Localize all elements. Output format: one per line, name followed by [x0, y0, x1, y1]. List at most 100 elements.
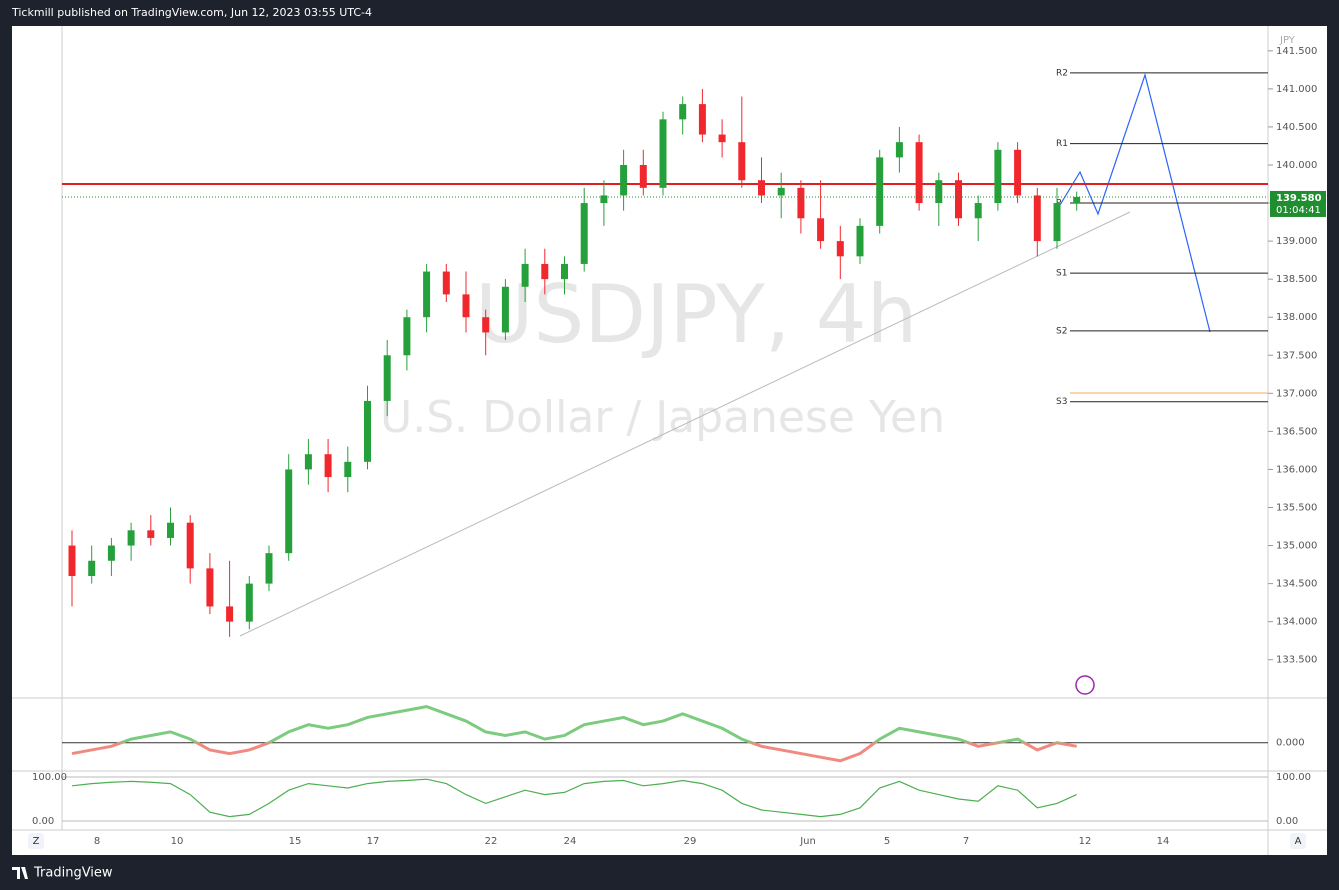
y-tick-label: 0.00	[1276, 816, 1298, 827]
candle-body	[265, 553, 273, 584]
alert-icon[interactable]	[1075, 675, 1095, 695]
projection	[1059, 72, 1211, 333]
x-tick-label: 15	[289, 836, 302, 847]
x-tick-label: 8	[94, 836, 100, 847]
candle-body	[718, 134, 726, 143]
watermark: USDJPY, 4h	[475, 268, 917, 361]
candle-body	[68, 545, 76, 576]
candle-body	[620, 164, 628, 196]
y-tick-label: 141.500	[1276, 46, 1317, 57]
logo-icon	[12, 867, 28, 879]
candle-body	[127, 530, 135, 546]
x-tick-label: 22	[485, 836, 498, 847]
button-label[interactable]: Z	[33, 836, 40, 847]
candle-body	[817, 218, 825, 242]
candle-body	[344, 461, 352, 478]
candle-body	[580, 203, 588, 264]
y-tick-label: 136.000	[1276, 464, 1317, 475]
candle-body	[639, 164, 647, 188]
candle-body	[777, 187, 785, 196]
y-tick-label: 138.000	[1276, 312, 1317, 323]
candle-body	[423, 271, 431, 318]
candle-body	[462, 294, 470, 318]
trendline	[239, 211, 1131, 637]
candle-body	[994, 149, 1002, 204]
y-tick-label: 136.500	[1276, 426, 1317, 437]
candle-body	[600, 195, 608, 204]
y-tick-label: 0.000	[1276, 738, 1305, 749]
candle-body	[1053, 203, 1061, 242]
footer-logo: TradingView	[33, 866, 113, 881]
price-tag-label: 139.580	[1276, 193, 1322, 204]
x-tick-label: 14	[1157, 836, 1170, 847]
y-tick-label: 137.000	[1276, 388, 1317, 399]
button[interactable]	[1290, 833, 1306, 849]
candle-body	[206, 568, 214, 607]
candle-body	[935, 180, 943, 204]
candle-body	[403, 317, 411, 356]
pivot-label: R2	[1056, 68, 1068, 78]
candle-body	[364, 400, 371, 462]
pivot-label: S1	[1056, 269, 1067, 279]
candle-body	[797, 187, 805, 219]
y-tick-label: 140.500	[1276, 122, 1317, 133]
candle-body	[304, 454, 312, 470]
y-tick-label-left: 100.00	[32, 772, 67, 783]
candle-body	[955, 180, 962, 219]
x-tick-label: 12	[1079, 836, 1092, 847]
price-tag	[1270, 190, 1326, 217]
watermark-subtitle: U.S. Dollar / Japanese Yen	[380, 392, 945, 443]
y-tick-label: 133.500	[1276, 655, 1317, 666]
x-tick-label: 24	[564, 836, 577, 847]
y-tick-label-left: 0.00	[32, 816, 54, 827]
button-label[interactable]: A	[1295, 836, 1302, 847]
chart-area	[12, 26, 1327, 855]
candle-body	[88, 560, 96, 576]
candle-body	[1014, 149, 1022, 196]
x-tick-label: 5	[884, 836, 890, 847]
y-tick-label: 135.000	[1276, 541, 1317, 552]
candle-body	[501, 286, 509, 333]
candle-body	[758, 180, 765, 196]
candle-body	[836, 241, 844, 257]
y-tick-label: 137.500	[1276, 350, 1317, 361]
candle-body	[186, 522, 194, 569]
candle-body	[876, 157, 884, 226]
y-tick-label: 140.000	[1276, 160, 1317, 171]
candle-body	[895, 142, 903, 158]
candle-body	[521, 263, 529, 287]
y-tick-label: 100.00	[1276, 772, 1311, 783]
button[interactable]	[28, 833, 44, 849]
candle-body	[482, 317, 490, 333]
candle-body	[285, 469, 293, 554]
candle-body	[107, 545, 115, 561]
y-tick-label: 134.500	[1276, 579, 1317, 590]
oscillator-line	[71, 705, 1077, 763]
candle-body	[698, 104, 706, 135]
y-tick-label: 141.000	[1276, 84, 1317, 95]
y-tick-label: 139.000	[1276, 236, 1317, 247]
y-tick-label: 134.000	[1276, 617, 1317, 628]
pivot-label: S3	[1056, 397, 1067, 407]
x-tick-label: 29	[684, 836, 697, 847]
candle-body	[167, 522, 174, 538]
candle-body	[915, 142, 923, 204]
candle-body	[738, 142, 746, 181]
candle-body	[245, 583, 253, 622]
candle-body	[856, 225, 864, 257]
candle-body	[324, 454, 332, 478]
candle-body	[659, 119, 667, 188]
candle-body	[147, 530, 155, 538]
candle-body	[383, 355, 391, 401]
candle-body	[1073, 196, 1081, 204]
y-tick-label: 135.500	[1276, 502, 1317, 513]
candle-body	[974, 203, 982, 219]
header: Tickmill published on TradingView.com, J…	[11, 6, 372, 19]
y-tick-label: 138.500	[1276, 274, 1317, 285]
x-tick-label: 7	[963, 836, 969, 847]
stochastic-line	[71, 778, 1077, 818]
countdown: 01:04:41	[1276, 205, 1321, 216]
candle-body	[442, 271, 450, 295]
candle-body	[561, 263, 568, 280]
candle-body	[679, 104, 687, 120]
